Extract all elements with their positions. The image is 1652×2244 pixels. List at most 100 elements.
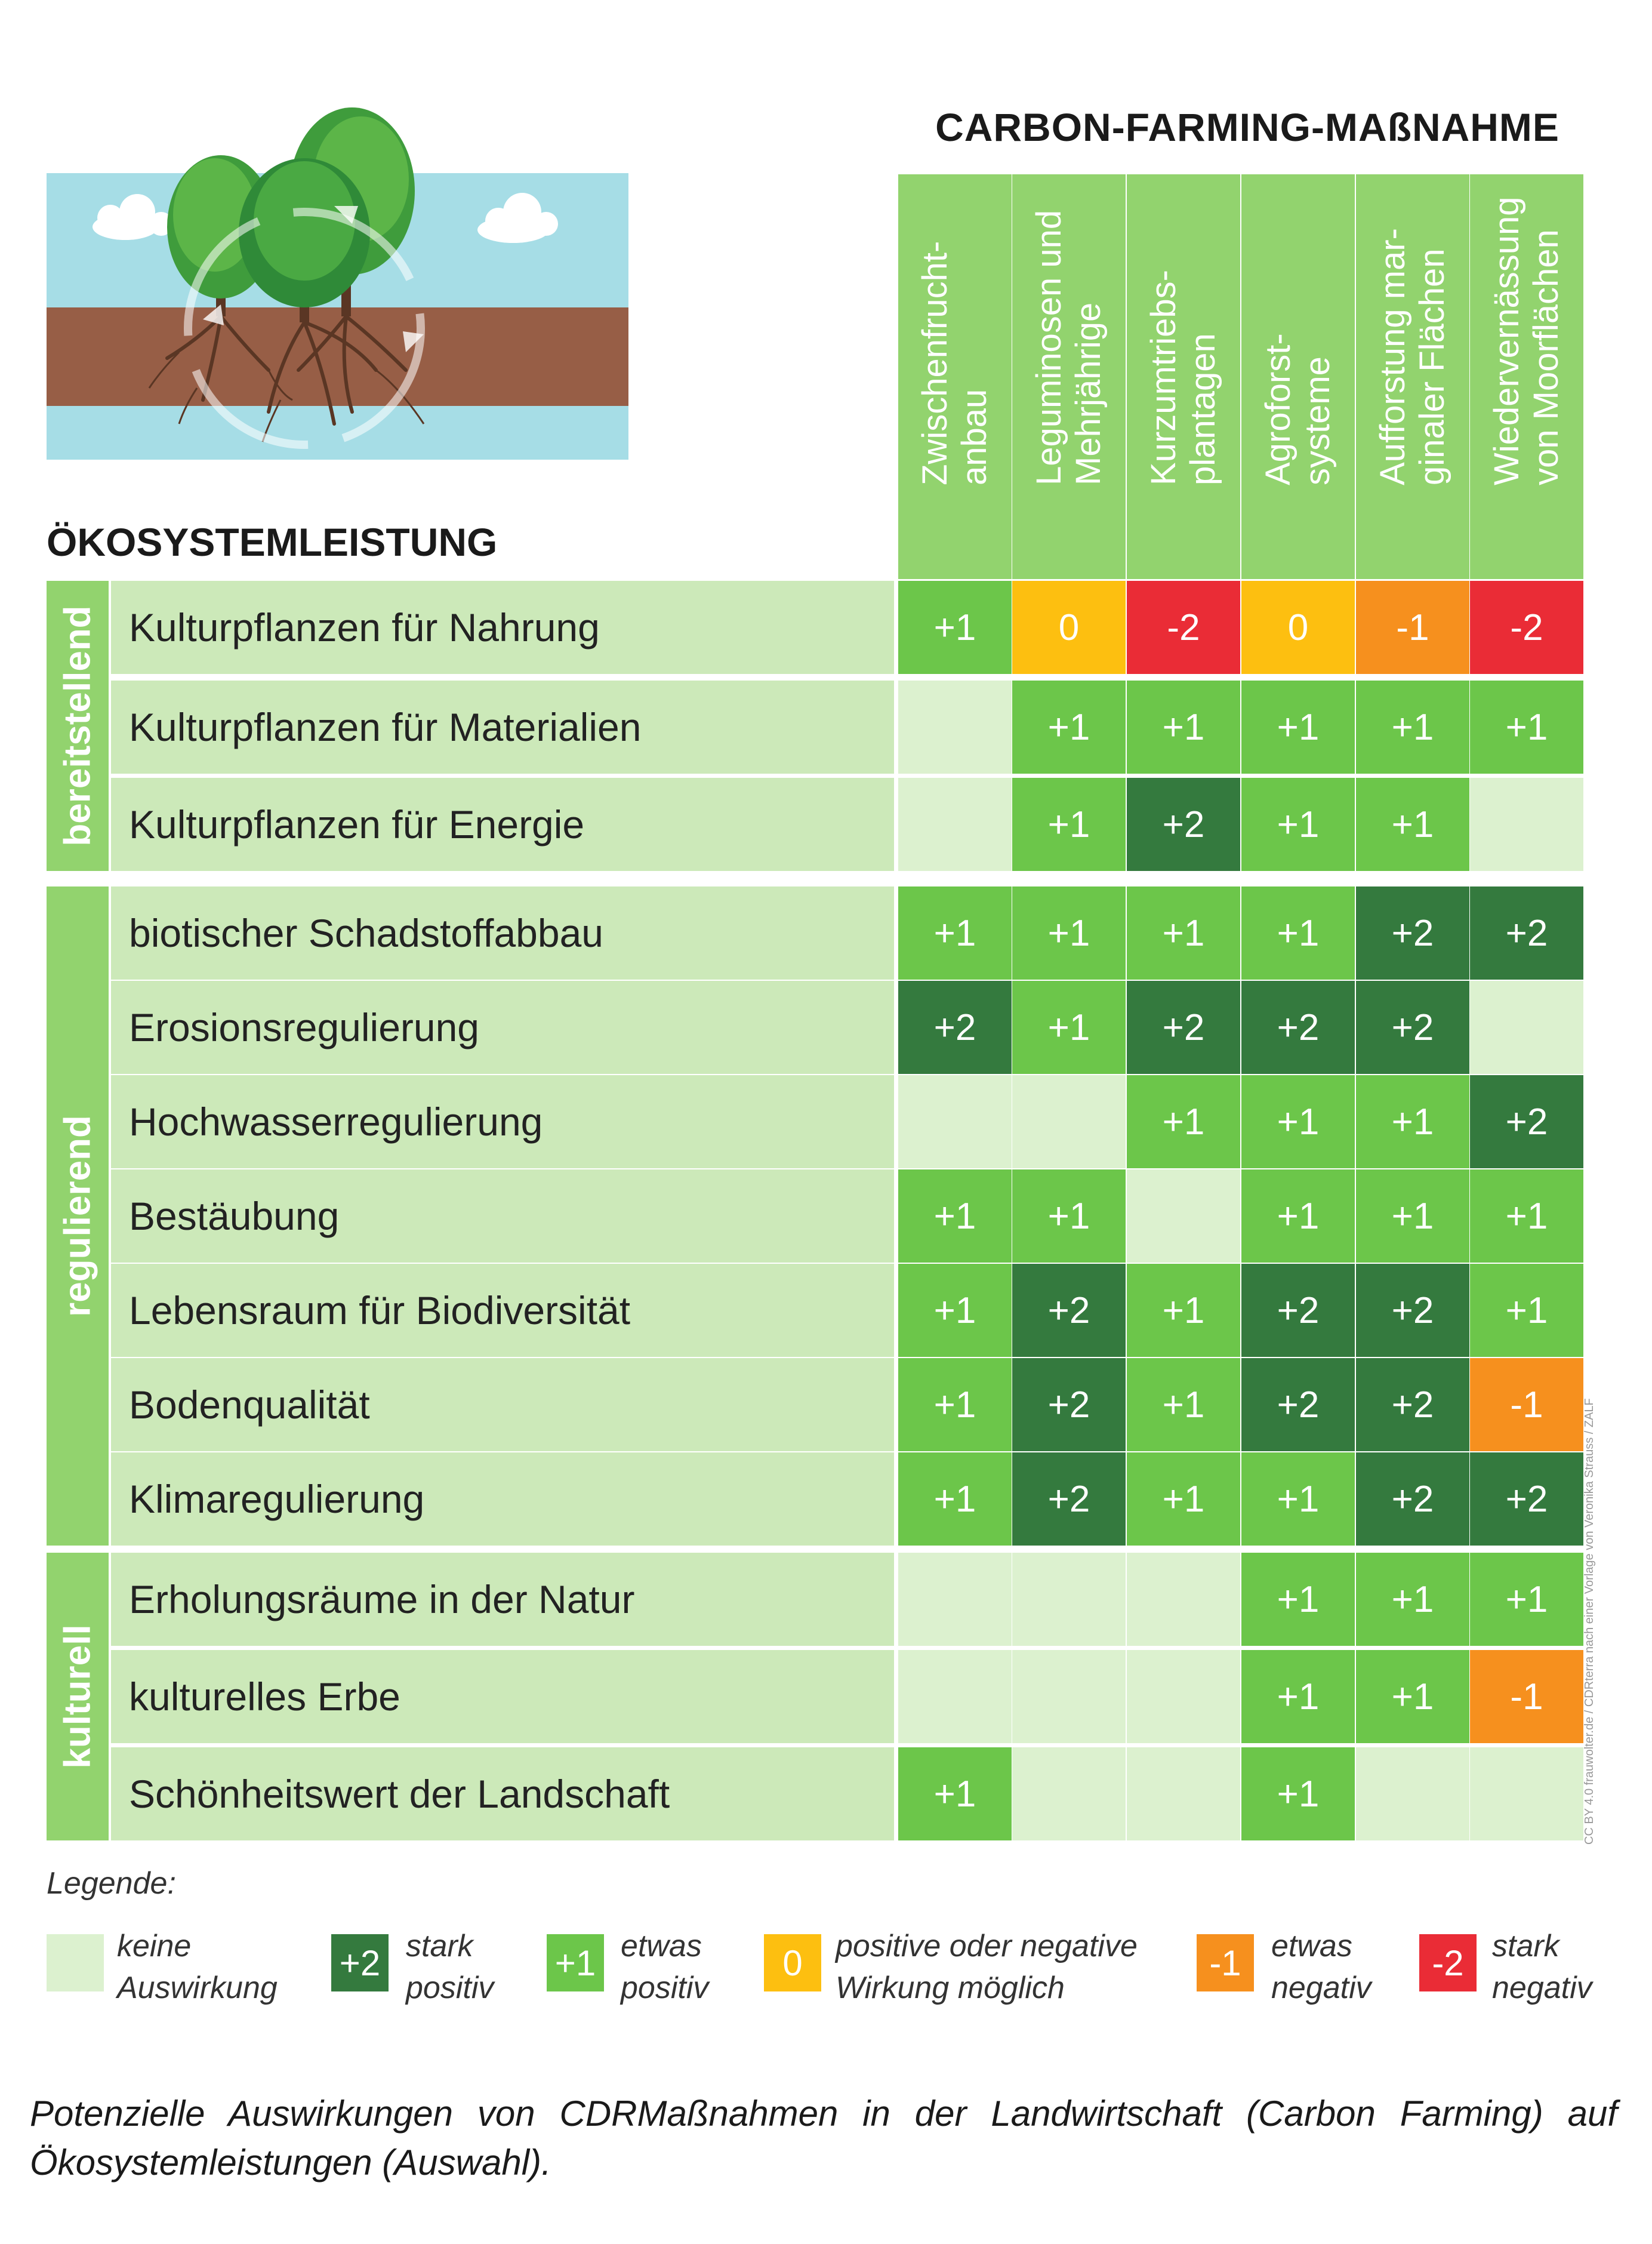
column-header-line: Aufforstung mar- bbox=[1373, 228, 1412, 485]
row-label-text: Kulturpflanzen für Nahrung bbox=[129, 605, 600, 650]
legend-label-line: negativ bbox=[1492, 1971, 1592, 2005]
column-header: Kurzumtriebs-plantagen bbox=[1127, 174, 1240, 579]
group-label-text: regulierend bbox=[57, 1115, 98, 1317]
row-label-text: Klimaregulierung bbox=[129, 1477, 425, 1521]
impact-cell: +1 bbox=[1356, 1650, 1469, 1743]
impact-cell: +2 bbox=[1356, 981, 1469, 1074]
impact-cell bbox=[1012, 1747, 1126, 1840]
impact-cell: +1 bbox=[1012, 778, 1126, 871]
impact-cell: +2 bbox=[1012, 1264, 1126, 1357]
impact-cell: -1 bbox=[1470, 1650, 1583, 1743]
impact-cell: +1 bbox=[1127, 886, 1240, 980]
row-label: Schönheitswert der Landschaft bbox=[111, 1747, 894, 1840]
impact-cell: +1 bbox=[1127, 1358, 1240, 1451]
impact-cell: +1 bbox=[1241, 1650, 1355, 1743]
group-label-text: kulturell bbox=[57, 1624, 98, 1769]
row-label: Kulturpflanzen für Nahrung bbox=[111, 581, 894, 674]
impact-cell: +1 bbox=[1356, 681, 1469, 774]
impact-cell: +1 bbox=[1241, 886, 1355, 980]
impact-cell bbox=[898, 1075, 1012, 1168]
impact-cell: +2 bbox=[1241, 1264, 1355, 1357]
legend-swatch: -2 bbox=[1419, 1934, 1477, 1991]
impact-cell: +2 bbox=[1356, 1358, 1469, 1451]
impact-cell: +2 bbox=[1127, 981, 1240, 1074]
impact-cell bbox=[1470, 981, 1583, 1074]
impact-cell bbox=[1127, 1747, 1240, 1840]
row-label-text: kulturelles Erbe bbox=[129, 1674, 400, 1719]
row-label: Bodenqualität bbox=[111, 1358, 894, 1451]
impact-cell bbox=[1012, 1650, 1126, 1743]
impact-cell: +1 bbox=[1241, 1075, 1355, 1168]
legend-label-line: stark bbox=[1492, 1929, 1559, 1963]
column-header: Agroforst-systeme bbox=[1241, 174, 1355, 579]
legend-label: etwas negativ bbox=[1271, 1925, 1371, 2009]
impact-cell: +1 bbox=[1012, 886, 1126, 980]
legend-label-line: positiv bbox=[621, 1971, 709, 2005]
impact-cell: 0 bbox=[1241, 581, 1355, 674]
impact-cell: +1 bbox=[1127, 681, 1240, 774]
impact-cell: +1 bbox=[1127, 1452, 1240, 1546]
impact-cell: +1 bbox=[1356, 1075, 1469, 1168]
impact-cell bbox=[898, 681, 1012, 774]
tree-ecosystem-illustration bbox=[42, 90, 639, 492]
impact-cell: -2 bbox=[1470, 581, 1583, 674]
column-header-line: systeme bbox=[1298, 356, 1337, 485]
impact-cell: +2 bbox=[1470, 886, 1583, 980]
legend-label-line: negativ bbox=[1271, 1971, 1371, 2005]
impact-cell: +1 bbox=[898, 1169, 1012, 1263]
impact-cell: +2 bbox=[1470, 1452, 1583, 1546]
impact-cell: +1 bbox=[898, 886, 1012, 980]
impact-cell: +1 bbox=[1356, 1169, 1469, 1263]
measures-title: CARBON-FARMING-MAßNAHME bbox=[935, 105, 1559, 149]
legend-label-line: Wirkung möglich bbox=[836, 1971, 1065, 2005]
figure-caption: Potenzielle Auswirkungen von CDRMaßnahme… bbox=[30, 2094, 1617, 2183]
impact-cell: +1 bbox=[898, 1358, 1012, 1451]
column-header-line: Agroforst- bbox=[1259, 333, 1297, 485]
column-header-line: Wiedervernässung bbox=[1487, 196, 1526, 485]
impact-cell bbox=[1012, 1075, 1126, 1168]
impact-cell: +2 bbox=[1012, 1358, 1126, 1451]
legend-swatch: 0 bbox=[764, 1934, 821, 1991]
impact-cell: +1 bbox=[1241, 778, 1355, 871]
column-header-line: plantagen bbox=[1183, 333, 1222, 485]
legend-label: stark negativ bbox=[1492, 1925, 1592, 2009]
legend-label-line: positive oder negative bbox=[836, 1929, 1138, 1963]
column-header-line: Leguminosen und bbox=[1030, 210, 1068, 485]
group-label: bereitstellend bbox=[47, 581, 109, 871]
column-header-text: Kurzumtriebs-plantagen bbox=[1144, 270, 1223, 485]
impact-cell bbox=[1012, 1553, 1126, 1646]
impact-cell: +2 bbox=[898, 981, 1012, 1074]
column-header-line: Mehrjährige bbox=[1069, 302, 1108, 485]
row-label-text: Kulturpflanzen für Energie bbox=[129, 802, 585, 846]
impact-cell bbox=[898, 778, 1012, 871]
column-header-text: Aufforstung mar-ginaler Flächen bbox=[1373, 228, 1452, 485]
impact-cell: +1 bbox=[1241, 681, 1355, 774]
impact-cell: +1 bbox=[1241, 1553, 1355, 1646]
row-label-text: Erosionsregulierung bbox=[129, 1005, 480, 1049]
impact-cell: +2 bbox=[1356, 886, 1469, 980]
row-label: biotischer Schadstoffabbau bbox=[111, 886, 894, 980]
impact-cell: +2 bbox=[1241, 981, 1355, 1074]
row-label-text: biotischer Schadstoffabbau bbox=[129, 911, 603, 955]
impact-cell bbox=[898, 1650, 1012, 1743]
ecosystem-services-title: ÖKOSYSTEMLEISTUNG bbox=[47, 520, 498, 564]
column-header: Zwischenfrucht-anbau bbox=[898, 174, 1012, 579]
row-label: Kulturpflanzen für Materialien bbox=[111, 681, 894, 774]
legend-label-line: etwas bbox=[621, 1929, 702, 1963]
impact-cell: +1 bbox=[898, 1264, 1012, 1357]
impact-cell bbox=[1356, 1747, 1469, 1840]
group-label: kulturell bbox=[47, 1553, 109, 1840]
impact-cell: +1 bbox=[898, 1452, 1012, 1546]
column-header-line: von Moorflächen bbox=[1527, 229, 1565, 485]
row-label-text: Bestäubung bbox=[129, 1194, 340, 1238]
row-label-text: Erholungsräume in der Natur bbox=[129, 1577, 635, 1621]
row-label: Erholungsräume in der Natur bbox=[111, 1553, 894, 1646]
column-header: Wiedervernässung von Moorflächen bbox=[1470, 174, 1583, 579]
row-label: Klimaregulierung bbox=[111, 1452, 894, 1546]
impact-cell: +2 bbox=[1012, 1452, 1126, 1546]
row-label-text: Kulturpflanzen für Materialien bbox=[129, 705, 642, 749]
impact-cell: +1 bbox=[1470, 1553, 1583, 1646]
impact-cell bbox=[1127, 1650, 1240, 1743]
legend-label: positive oder negative Wirkung möglich bbox=[836, 1925, 1138, 2009]
impact-cell: +1 bbox=[1470, 1169, 1583, 1263]
